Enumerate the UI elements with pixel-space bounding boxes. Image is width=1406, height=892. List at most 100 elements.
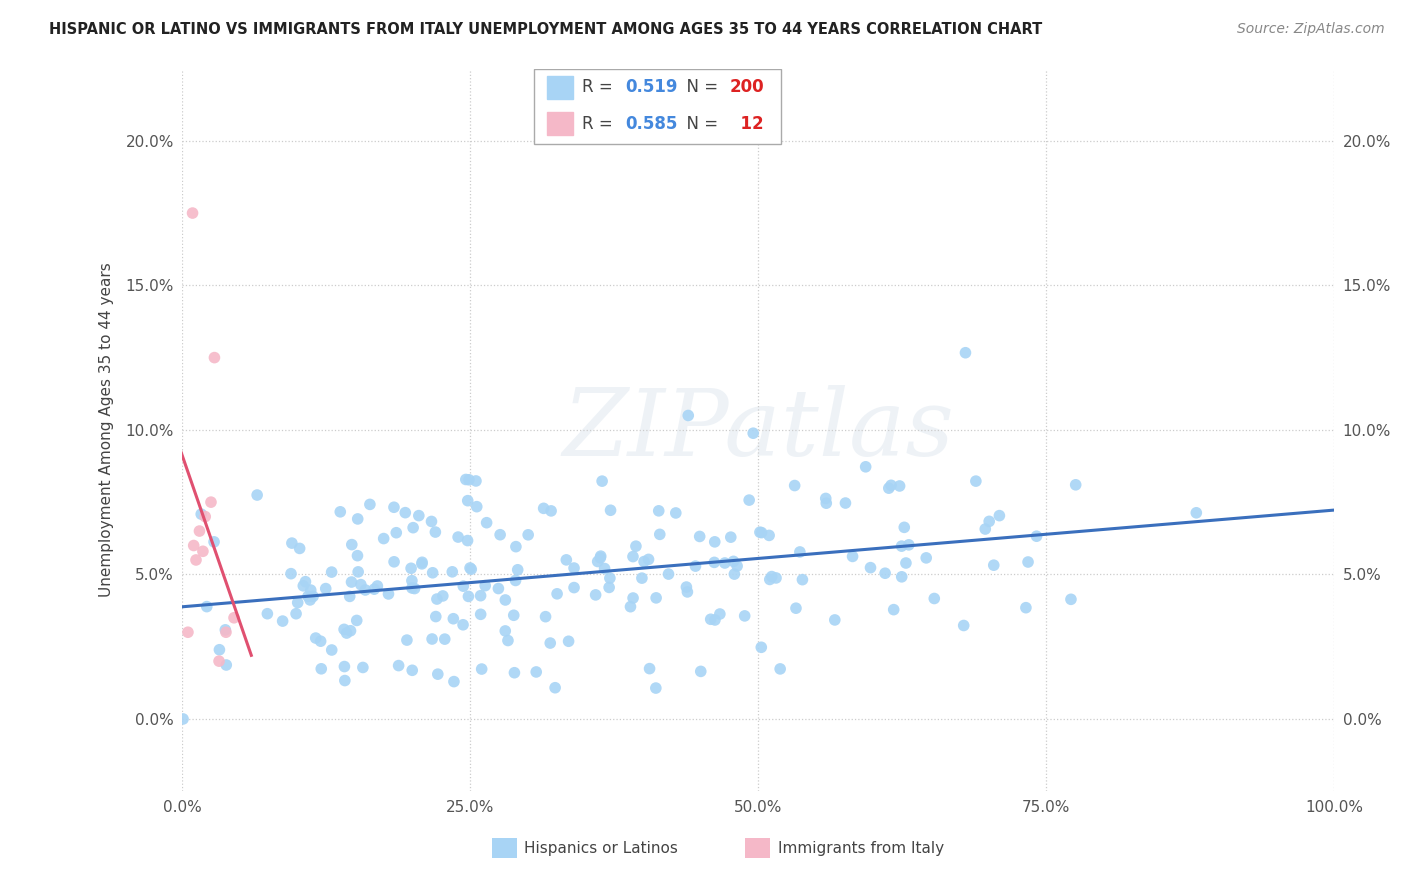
Point <box>665 506 688 520</box>
Point <box>271 614 294 628</box>
Point <box>533 501 555 516</box>
Point <box>194 509 217 524</box>
Point <box>703 613 725 627</box>
Point <box>723 567 745 582</box>
Point <box>347 565 370 579</box>
Point <box>382 500 405 515</box>
Point <box>352 660 374 674</box>
Point <box>285 607 308 621</box>
Point <box>657 567 679 582</box>
Point <box>350 577 373 591</box>
Point <box>401 581 423 595</box>
Point <box>195 599 218 614</box>
Point <box>1017 555 1039 569</box>
Point <box>505 574 527 588</box>
Point <box>177 625 200 640</box>
Point <box>783 478 806 492</box>
Point <box>470 607 492 622</box>
Point <box>748 525 770 540</box>
Point <box>506 563 529 577</box>
Point <box>645 591 668 605</box>
Text: 0.519: 0.519 <box>626 78 678 96</box>
Point <box>593 561 616 575</box>
Point <box>366 579 388 593</box>
Point <box>404 582 426 596</box>
Point <box>880 478 903 492</box>
Point <box>889 479 911 493</box>
Point <box>399 561 422 575</box>
Point <box>709 607 731 621</box>
Point <box>486 582 509 596</box>
Point <box>496 633 519 648</box>
Point <box>297 590 319 604</box>
Point <box>638 662 661 676</box>
Point <box>420 632 443 646</box>
Point <box>557 634 579 648</box>
Point <box>377 587 399 601</box>
Point <box>585 588 607 602</box>
Point <box>305 631 328 645</box>
Point <box>292 579 315 593</box>
Text: 12: 12 <box>730 115 763 133</box>
Point <box>246 488 269 502</box>
Point <box>457 590 479 604</box>
Point <box>599 571 621 585</box>
Point <box>309 634 332 648</box>
Point <box>534 609 557 624</box>
Point <box>494 624 516 638</box>
Point <box>785 601 807 615</box>
Point <box>202 534 225 549</box>
Point <box>281 536 304 550</box>
Point <box>624 539 647 553</box>
Point <box>191 544 214 558</box>
Point <box>190 507 212 521</box>
Point <box>1015 600 1038 615</box>
Point <box>765 571 787 585</box>
Point <box>426 592 449 607</box>
Text: N =: N = <box>676 78 724 96</box>
Point <box>648 504 671 518</box>
Point <box>373 532 395 546</box>
Point <box>460 562 482 576</box>
Point <box>333 659 356 673</box>
Text: ZIPatlas: ZIPatlas <box>562 384 955 475</box>
Point <box>758 528 780 542</box>
Point <box>633 555 655 569</box>
Point <box>703 534 725 549</box>
Point <box>475 516 498 530</box>
Point <box>363 582 385 597</box>
Point <box>458 561 481 575</box>
Point <box>792 573 814 587</box>
Point <box>761 569 783 583</box>
Point <box>382 555 405 569</box>
Point <box>433 632 456 647</box>
Point <box>457 493 479 508</box>
Point <box>517 528 540 542</box>
Point <box>288 541 311 556</box>
Point <box>214 623 236 637</box>
Point <box>875 566 897 581</box>
Point <box>215 625 238 640</box>
Point <box>859 560 882 574</box>
Point <box>447 530 470 544</box>
Point <box>489 527 512 541</box>
Point <box>841 549 863 564</box>
Point <box>965 474 987 488</box>
Point <box>893 520 915 534</box>
Point <box>699 612 721 626</box>
Point <box>453 579 475 593</box>
Point <box>420 515 443 529</box>
Point <box>457 533 479 548</box>
Point <box>401 574 423 588</box>
Point <box>333 623 356 637</box>
Point <box>1025 529 1047 543</box>
Point <box>181 206 204 220</box>
Bar <box>547 112 572 136</box>
Point <box>321 643 343 657</box>
Point <box>599 503 621 517</box>
Point <box>988 508 1011 523</box>
Point <box>524 665 547 679</box>
Point <box>540 504 562 518</box>
Point <box>979 514 1001 528</box>
Point <box>824 613 846 627</box>
